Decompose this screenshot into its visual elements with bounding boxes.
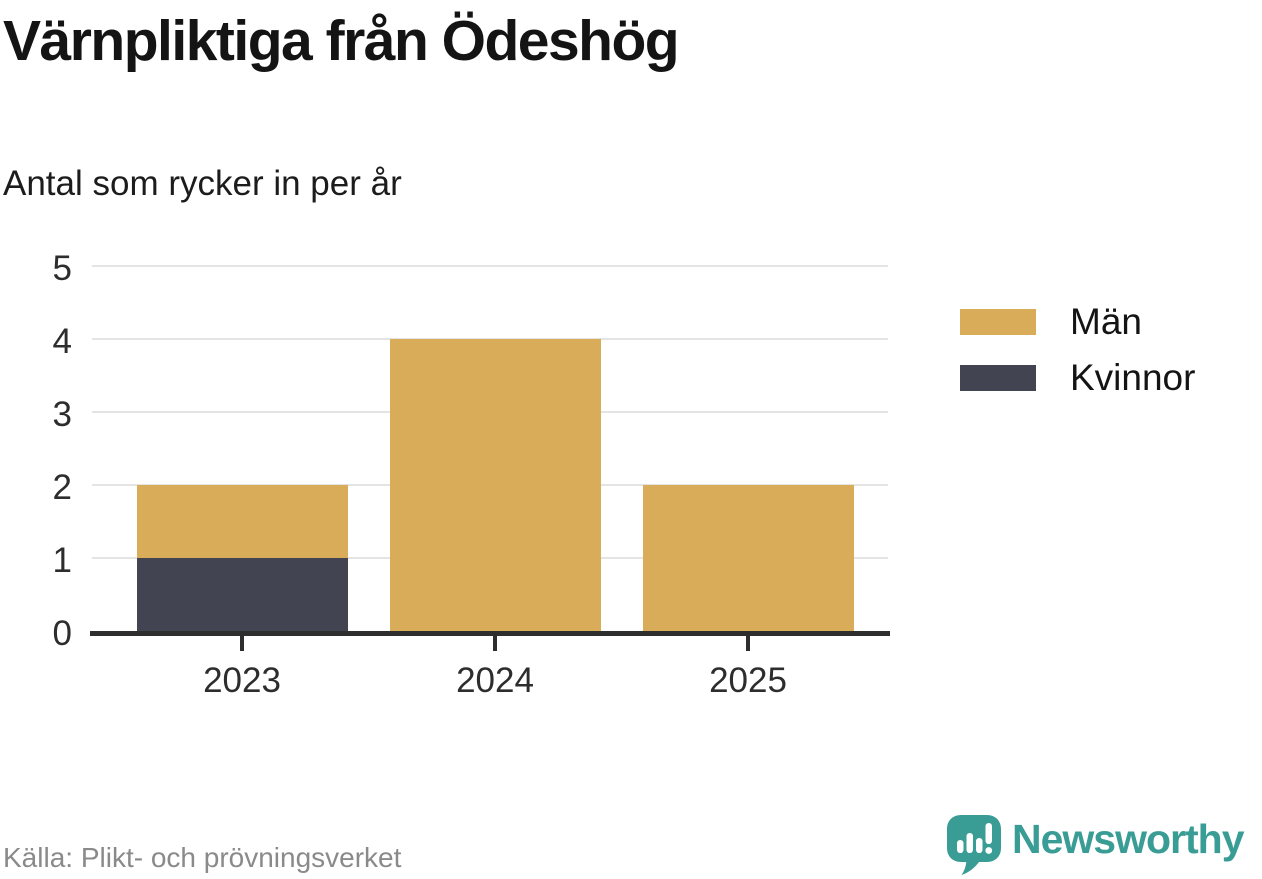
legend-swatch-kvinnor <box>960 364 1036 391</box>
legend-label: Kvinnor <box>1070 357 1196 398</box>
x-tick-label: 2024 <box>456 661 534 700</box>
x-tick-label: 2025 <box>709 661 787 700</box>
x-tick <box>746 636 750 651</box>
y-tick-label: 2 <box>52 467 72 507</box>
y-tick-label: 4 <box>52 321 72 361</box>
bar-segment-män-2024 <box>389 339 601 631</box>
x-tick <box>240 636 244 651</box>
legend: Män Kvinnor <box>960 303 1195 420</box>
legend-item-kvinnor: Kvinnor <box>960 359 1195 396</box>
legend-swatch-män <box>960 308 1036 335</box>
brand-lockup: Newsworthy <box>946 814 1244 876</box>
bar-segment-män-2023 <box>136 485 348 558</box>
x-axis-line <box>90 631 890 636</box>
y-tick-label: 3 <box>52 394 72 434</box>
legend-label: Män <box>1070 301 1142 342</box>
bar-segment-män-2025 <box>642 485 854 631</box>
chart-subtitle: Antal som rycker in per år <box>3 164 402 203</box>
source-attribution: Källa: Plikt- och prövningsverket <box>3 842 402 873</box>
x-tick <box>493 636 497 651</box>
legend-item-män: Män <box>960 303 1195 340</box>
y-tick-label: 5 <box>52 248 72 288</box>
bar-segment-kvinnor-2023 <box>136 558 348 631</box>
y-tick-label: 0 <box>52 613 72 653</box>
x-tick-label: 2023 <box>203 661 281 700</box>
brand-name: Newsworthy <box>1012 815 1244 862</box>
chart-title: Värnpliktiga från Ödeshög <box>3 9 680 73</box>
newsworthy-chart-bubble-icon <box>947 815 1001 875</box>
y-tick-label: 1 <box>52 540 72 580</box>
gridline <box>92 265 888 267</box>
